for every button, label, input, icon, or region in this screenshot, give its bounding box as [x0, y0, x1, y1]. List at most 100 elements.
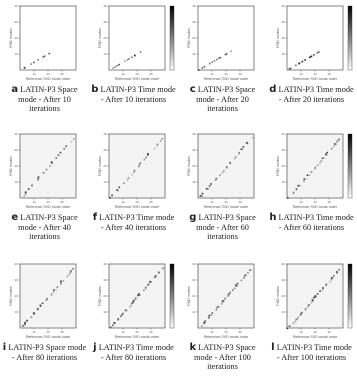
- matrix-entry: [124, 309, 127, 312]
- matrix-entry: [109, 326, 112, 329]
- subfigure: 10 20 30 10 20 30 40 Reference SVD mode order PO…: [89, 128, 178, 232]
- matrix-entry: [56, 286, 59, 288]
- caption-text: LATIN-P3 Time mode - After 10 iterations: [100, 85, 176, 104]
- matrix-entry: [295, 188, 298, 190]
- subfigure-letter: d: [269, 84, 277, 95]
- x-tick-label: 20: [135, 200, 139, 204]
- matrix-entry: [30, 316, 33, 318]
- matrix-entry: [338, 138, 340, 141]
- x-tick-label: 10: [299, 72, 303, 76]
- matrix-entry: [329, 281, 331, 283]
- y-tick-label: 30: [14, 148, 18, 152]
- matrix-entry: [316, 293, 319, 295]
- matrix-entry: [223, 170, 225, 172]
- y-axis-label: POD modes: [9, 286, 13, 306]
- matrix-entry: [120, 315, 122, 318]
- y-tick-label: 20: [281, 164, 285, 168]
- matrix-entry: [201, 67, 204, 69]
- subfigure-letter: j: [93, 342, 97, 353]
- matrix-entry: [301, 60, 304, 63]
- matrix-entry: [226, 52, 228, 55]
- y-axis-label: POD modes: [187, 28, 191, 48]
- x-tick-label: 10: [121, 200, 125, 204]
- matrix-entry: [203, 322, 206, 325]
- caption: e LATIN-P3 Space mode - After 40 iterati…: [0, 213, 89, 242]
- caption: d LATIN-P3 Time mode - After 20 iteratio…: [267, 85, 356, 104]
- subfigure: 10 20 30 10 20 30 40 Reference SVD mode order PO…: [178, 0, 267, 114]
- matrix-entry: [342, 266, 344, 268]
- heatmap-plot: 10 20 30 10 20 30 40 Reference SVD mode order PO…: [276, 262, 353, 339]
- matrix-entry: [201, 195, 204, 197]
- matrix-entry: [233, 287, 236, 290]
- y-tick-label: 40: [14, 262, 18, 266]
- x-tick-label: 10: [210, 72, 214, 76]
- y-tick-label: 40: [103, 4, 107, 8]
- heatmap-plot: 10 20 30 10 20 30 40 Reference SVD mode order PO…: [9, 4, 77, 81]
- y-tick-label: 10: [103, 180, 107, 184]
- matrix-entry: [126, 179, 129, 181]
- matrix-entry: [60, 283, 62, 285]
- matrix-entry: [240, 148, 243, 150]
- y-tick-label: 30: [192, 20, 196, 24]
- matrix-entry: [67, 274, 70, 276]
- y-tick-label: 10: [192, 310, 196, 314]
- matrix-entry: [226, 166, 228, 168]
- subfigure: 10 20 30 10 20 30 40 Reference SVD mode order PO…: [267, 0, 356, 104]
- matrix-entry: [252, 137, 254, 139]
- matrix-entry: [37, 179, 39, 182]
- heatmap-plot: 10 20 30 10 20 30 40 Reference SVD mode order PO…: [187, 262, 255, 339]
- matrix-entry: [295, 318, 298, 321]
- matrix-entry: [32, 312, 35, 314]
- matrix-entry: [314, 295, 317, 297]
- matrix-entry: [215, 308, 218, 310]
- matrix-entry: [66, 276, 68, 278]
- subfigure: 10 20 30 10 20 30 40 Reference SVD mode order PO…: [178, 128, 267, 242]
- y-axis-label: POD modes: [98, 28, 102, 48]
- caption-text: LATIN-P3 Space mode - After 40 iteration…: [18, 213, 78, 242]
- matrix-entry: [37, 176, 40, 179]
- y-tick-label: 30: [192, 148, 196, 152]
- matrix-entry: [294, 320, 297, 323]
- matrix-entry: [51, 162, 53, 165]
- x-tick-label: 10: [32, 200, 36, 204]
- matrix-entry: [325, 283, 328, 286]
- matrix-entry: [24, 192, 27, 195]
- heatmap-plot: 10 20 30 10 20 30 40 Reference SVD mode order PO…: [9, 262, 77, 339]
- matrix-entry: [320, 160, 323, 162]
- subfigure-letter: a: [11, 84, 19, 95]
- matrix-entry: [224, 297, 226, 300]
- caption-text: LATIN-P3 Space mode - After 100 iteratio…: [194, 343, 256, 372]
- x-tick-label: 30: [149, 72, 153, 76]
- matrix-entry: [112, 324, 114, 327]
- matrix-entry: [118, 63, 120, 66]
- matrix-entry: [199, 195, 202, 197]
- caption: f LATIN-P3 Time mode - After 40 iteratio…: [89, 213, 178, 232]
- matrix-entry: [73, 138, 75, 140]
- matrix-entry: [297, 184, 300, 187]
- matrix-entry: [288, 68, 291, 70]
- matrix-entry: [128, 58, 130, 60]
- y-tick-label: 20: [14, 36, 18, 40]
- matrix-entry: [240, 279, 243, 282]
- matrix-entry: [33, 61, 35, 64]
- matrix-entry: [139, 162, 142, 165]
- matrix-entry: [116, 64, 118, 67]
- matrix-entry: [109, 197, 111, 199]
- subfigure-letter: l: [271, 342, 275, 353]
- y-axis-label: POD modes: [9, 28, 13, 48]
- plot-area: [286, 5, 344, 71]
- matrix-entry: [310, 55, 313, 58]
- x-tick-label: 30: [238, 330, 242, 334]
- caption: k LATIN-P3 Space mode - After 100 iterat…: [178, 343, 267, 372]
- matrix-entry: [114, 66, 116, 68]
- matrix-entry: [215, 177, 218, 180]
- y-tick-label: 10: [14, 180, 18, 184]
- matrix-entry: [233, 157, 236, 160]
- x-axis-label: Reference SVD mode order: [293, 335, 338, 339]
- matrix-entry: [36, 308, 39, 310]
- x-tick-label: 30: [149, 330, 153, 334]
- caption: h LATIN-P3 Time mode - After 60 iteratio…: [267, 213, 356, 232]
- subfigure-letter: c: [189, 84, 196, 95]
- caption: j LATIN-P3 Time mode - After 80 iteratio…: [89, 343, 178, 362]
